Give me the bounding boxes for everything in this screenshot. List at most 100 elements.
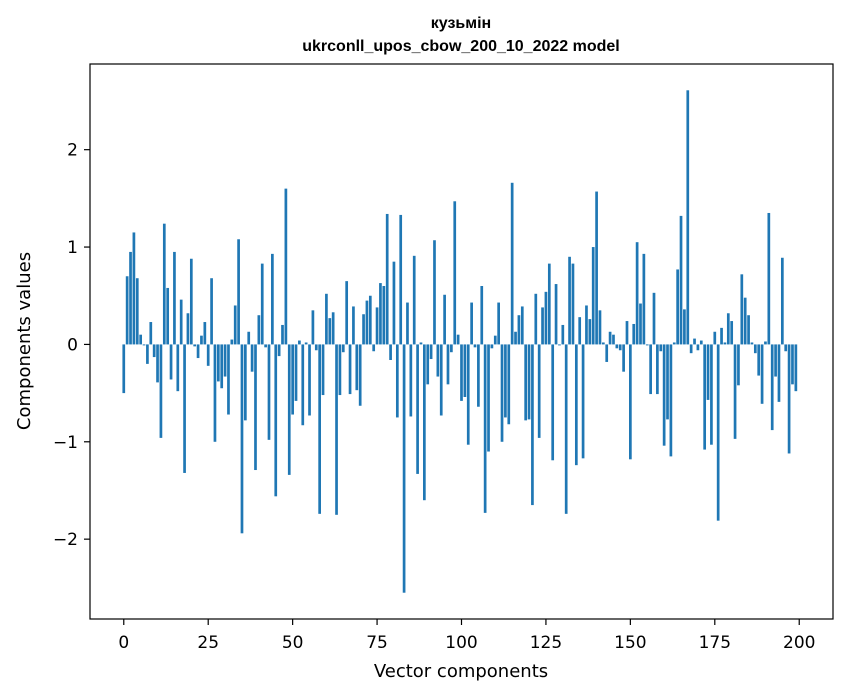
- bar-148: [622, 344, 625, 372]
- bar-12: [162, 223, 166, 345]
- bar-73: [368, 295, 372, 345]
- bar-1: [125, 276, 129, 345]
- bar-45: [274, 344, 278, 497]
- bar-181: [733, 344, 737, 439]
- bar-146: [615, 344, 619, 349]
- bar-158: [656, 344, 659, 395]
- bar-88: [419, 342, 423, 345]
- bar-65: [341, 344, 345, 353]
- bar-75: [375, 307, 379, 345]
- bar-20: [189, 258, 193, 345]
- bar-34: [237, 239, 240, 345]
- bar-59: [321, 344, 325, 396]
- x-tick-label: 100: [445, 633, 477, 653]
- bar-144: [608, 331, 612, 345]
- x-axis-ticks: 0 25 50 75 100 125 150 175 200: [118, 619, 815, 653]
- bar-66: [345, 281, 349, 345]
- bar-94: [439, 344, 443, 416]
- bar-112: [500, 344, 504, 442]
- bar-193: [774, 344, 777, 377]
- bar-154: [642, 253, 646, 345]
- bar-198: [791, 344, 794, 385]
- bar-36: [244, 344, 247, 421]
- y-tick-label: 2: [67, 141, 78, 161]
- bar-167: [686, 90, 690, 345]
- bar-133: [571, 263, 575, 345]
- bar-52: [298, 340, 301, 345]
- bar-105: [477, 344, 480, 407]
- bar-153: [639, 303, 642, 345]
- bar-56: [311, 310, 315, 345]
- bar-16: [176, 344, 180, 392]
- bar-117: [517, 315, 521, 345]
- bar-90: [426, 344, 430, 385]
- bar-129: [558, 344, 561, 346]
- bar-11: [159, 344, 163, 438]
- bar-155: [645, 344, 649, 346]
- bar-17: [179, 299, 183, 345]
- bar-87: [416, 344, 419, 474]
- bar-81: [395, 344, 399, 418]
- bar-27: [213, 344, 217, 442]
- bar-28: [216, 344, 220, 382]
- x-tick-label: 175: [699, 633, 731, 653]
- bar-168: [689, 344, 693, 354]
- bar-99: [456, 334, 460, 345]
- bar-126: [547, 263, 551, 345]
- bar-107: [483, 344, 487, 513]
- bar-71: [362, 314, 365, 345]
- x-tick-label: 50: [282, 633, 304, 653]
- bar-43: [267, 344, 271, 440]
- bar-25: [206, 344, 210, 366]
- bar-38: [250, 344, 254, 372]
- bar-184: [743, 297, 747, 345]
- y-tick-label: −1: [53, 433, 78, 453]
- bar-156: [649, 344, 652, 395]
- bar-115: [510, 182, 514, 345]
- bar-124: [541, 307, 544, 345]
- bar-147: [618, 344, 622, 351]
- bar-122: [534, 293, 538, 345]
- bar-22: [196, 344, 200, 359]
- bar-48: [284, 188, 288, 345]
- bar-89: [423, 344, 426, 501]
- bar-101: [463, 344, 467, 397]
- chart-title: кузьмін: [431, 15, 491, 32]
- bar-76: [379, 283, 382, 345]
- bar-171: [699, 340, 703, 345]
- bar-164: [676, 269, 679, 345]
- bar-125: [544, 291, 548, 345]
- bar-183: [740, 274, 744, 345]
- bar-142: [601, 342, 605, 345]
- bar-102: [466, 344, 470, 445]
- bar-109: [490, 344, 494, 349]
- bar-10: [156, 344, 159, 383]
- bar-19: [186, 313, 190, 345]
- x-tick-label: 25: [197, 633, 219, 653]
- bar-159: [659, 344, 663, 352]
- bar-134: [574, 344, 578, 466]
- bar-119: [524, 344, 528, 421]
- bar-51: [294, 344, 298, 401]
- bar-188: [757, 344, 761, 376]
- bar-103: [470, 302, 473, 345]
- bar-50: [291, 344, 294, 415]
- x-tick-label: 125: [530, 633, 562, 653]
- bar-84: [406, 302, 409, 345]
- bar-131: [564, 344, 568, 514]
- y-tick-label: 0: [67, 335, 78, 355]
- bar-137: [585, 305, 588, 345]
- bar-55: [308, 344, 311, 416]
- bar-104: [473, 344, 477, 348]
- bar-40: [257, 315, 261, 345]
- bar-4: [135, 278, 139, 345]
- bar-13: [166, 287, 170, 345]
- bar-145: [612, 334, 615, 345]
- bar-100: [460, 344, 463, 401]
- bar-110: [493, 335, 497, 345]
- bar-15: [173, 251, 176, 345]
- bar-32: [230, 339, 234, 345]
- bar-44: [271, 253, 274, 345]
- bar-97: [450, 344, 453, 353]
